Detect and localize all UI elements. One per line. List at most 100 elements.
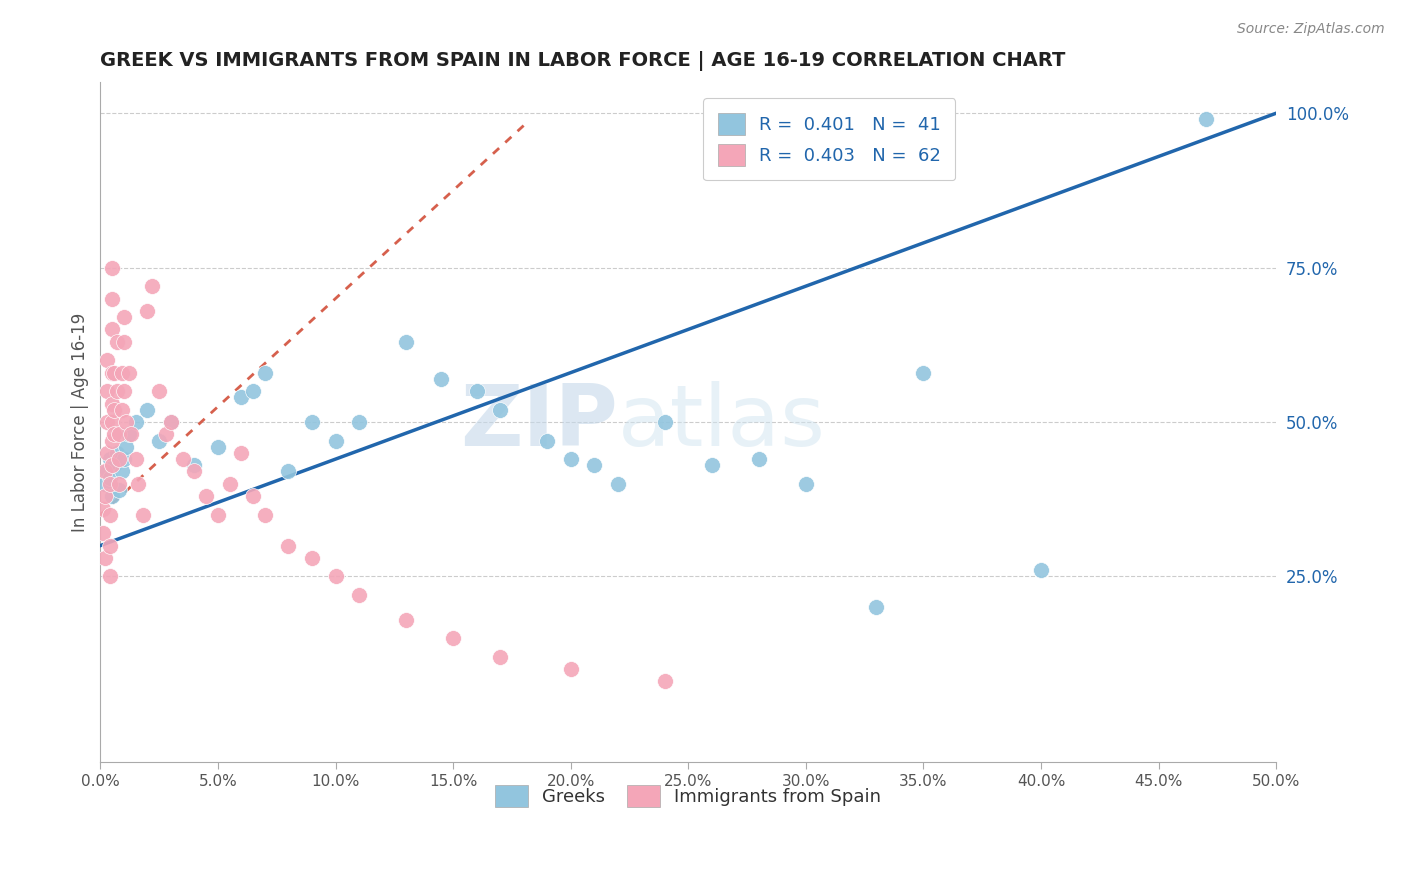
Point — [430, 372, 453, 386]
Text: Source: ZipAtlas.com: Source: ZipAtlas.com — [1237, 22, 1385, 37]
Point — [117, 427, 139, 442]
Point — [112, 310, 135, 324]
Point — [160, 415, 183, 429]
Point — [748, 452, 770, 467]
Point — [347, 415, 370, 429]
Point — [253, 366, 276, 380]
Point — [96, 384, 118, 399]
Point — [108, 452, 131, 467]
Point — [101, 434, 124, 448]
Point — [141, 279, 163, 293]
Point — [207, 508, 229, 522]
Point — [98, 476, 121, 491]
Point — [103, 427, 125, 442]
Point — [101, 322, 124, 336]
Point — [124, 415, 146, 429]
Point — [865, 600, 887, 615]
Point — [117, 366, 139, 380]
Point — [105, 334, 128, 349]
Point — [489, 402, 512, 417]
Point — [441, 632, 464, 646]
Point — [207, 440, 229, 454]
Point — [103, 366, 125, 380]
Point — [277, 539, 299, 553]
Point — [148, 434, 170, 448]
Point — [101, 260, 124, 275]
Legend: Greeks, Immigrants from Spain: Greeks, Immigrants from Spain — [488, 778, 889, 814]
Point — [120, 427, 142, 442]
Point — [654, 674, 676, 689]
Point — [183, 465, 205, 479]
Point — [131, 508, 153, 522]
Point — [489, 649, 512, 664]
Y-axis label: In Labor Force | Age 16-19: In Labor Force | Age 16-19 — [72, 312, 89, 532]
Point — [1029, 563, 1052, 577]
Point — [277, 465, 299, 479]
Point — [1194, 112, 1216, 127]
Point — [395, 334, 418, 349]
Point — [98, 508, 121, 522]
Point — [160, 415, 183, 429]
Point — [301, 415, 323, 429]
Point — [606, 476, 628, 491]
Point — [253, 508, 276, 522]
Point — [103, 402, 125, 417]
Point — [91, 501, 114, 516]
Point — [98, 539, 121, 553]
Point — [172, 452, 194, 467]
Point — [794, 476, 817, 491]
Point — [105, 446, 128, 460]
Point — [395, 613, 418, 627]
Point — [108, 427, 131, 442]
Point — [98, 452, 121, 467]
Point — [242, 489, 264, 503]
Point — [101, 396, 124, 410]
Point — [96, 415, 118, 429]
Point — [101, 292, 124, 306]
Point — [136, 304, 159, 318]
Text: atlas: atlas — [617, 381, 825, 464]
Point — [115, 440, 138, 454]
Point — [155, 427, 177, 442]
Point — [101, 415, 124, 429]
Point — [94, 550, 117, 565]
Point — [347, 588, 370, 602]
Point — [136, 402, 159, 417]
Point — [110, 402, 132, 417]
Point — [124, 452, 146, 467]
Point — [112, 334, 135, 349]
Point — [231, 390, 253, 404]
Text: GREEK VS IMMIGRANTS FROM SPAIN IN LABOR FORCE | AGE 16-19 CORRELATION CHART: GREEK VS IMMIGRANTS FROM SPAIN IN LABOR … — [100, 51, 1066, 70]
Point — [112, 452, 135, 467]
Point — [101, 458, 124, 473]
Point — [108, 483, 131, 497]
Point — [195, 489, 218, 503]
Point — [700, 458, 723, 473]
Point — [465, 384, 488, 399]
Point — [108, 476, 131, 491]
Point — [96, 446, 118, 460]
Point — [96, 353, 118, 368]
Point — [110, 366, 132, 380]
Point — [912, 366, 935, 380]
Point — [98, 569, 121, 583]
Point — [101, 489, 124, 503]
Point — [103, 458, 125, 473]
Point — [101, 366, 124, 380]
Text: ZIP: ZIP — [460, 381, 617, 464]
Point — [536, 434, 558, 448]
Point — [112, 384, 135, 399]
Point — [183, 458, 205, 473]
Point — [242, 384, 264, 399]
Point — [148, 384, 170, 399]
Point — [94, 465, 117, 479]
Point — [91, 526, 114, 541]
Point — [98, 470, 121, 484]
Point — [325, 434, 347, 448]
Point — [105, 384, 128, 399]
Point — [325, 569, 347, 583]
Point — [94, 489, 117, 503]
Point — [654, 415, 676, 429]
Point — [231, 446, 253, 460]
Point — [560, 452, 582, 467]
